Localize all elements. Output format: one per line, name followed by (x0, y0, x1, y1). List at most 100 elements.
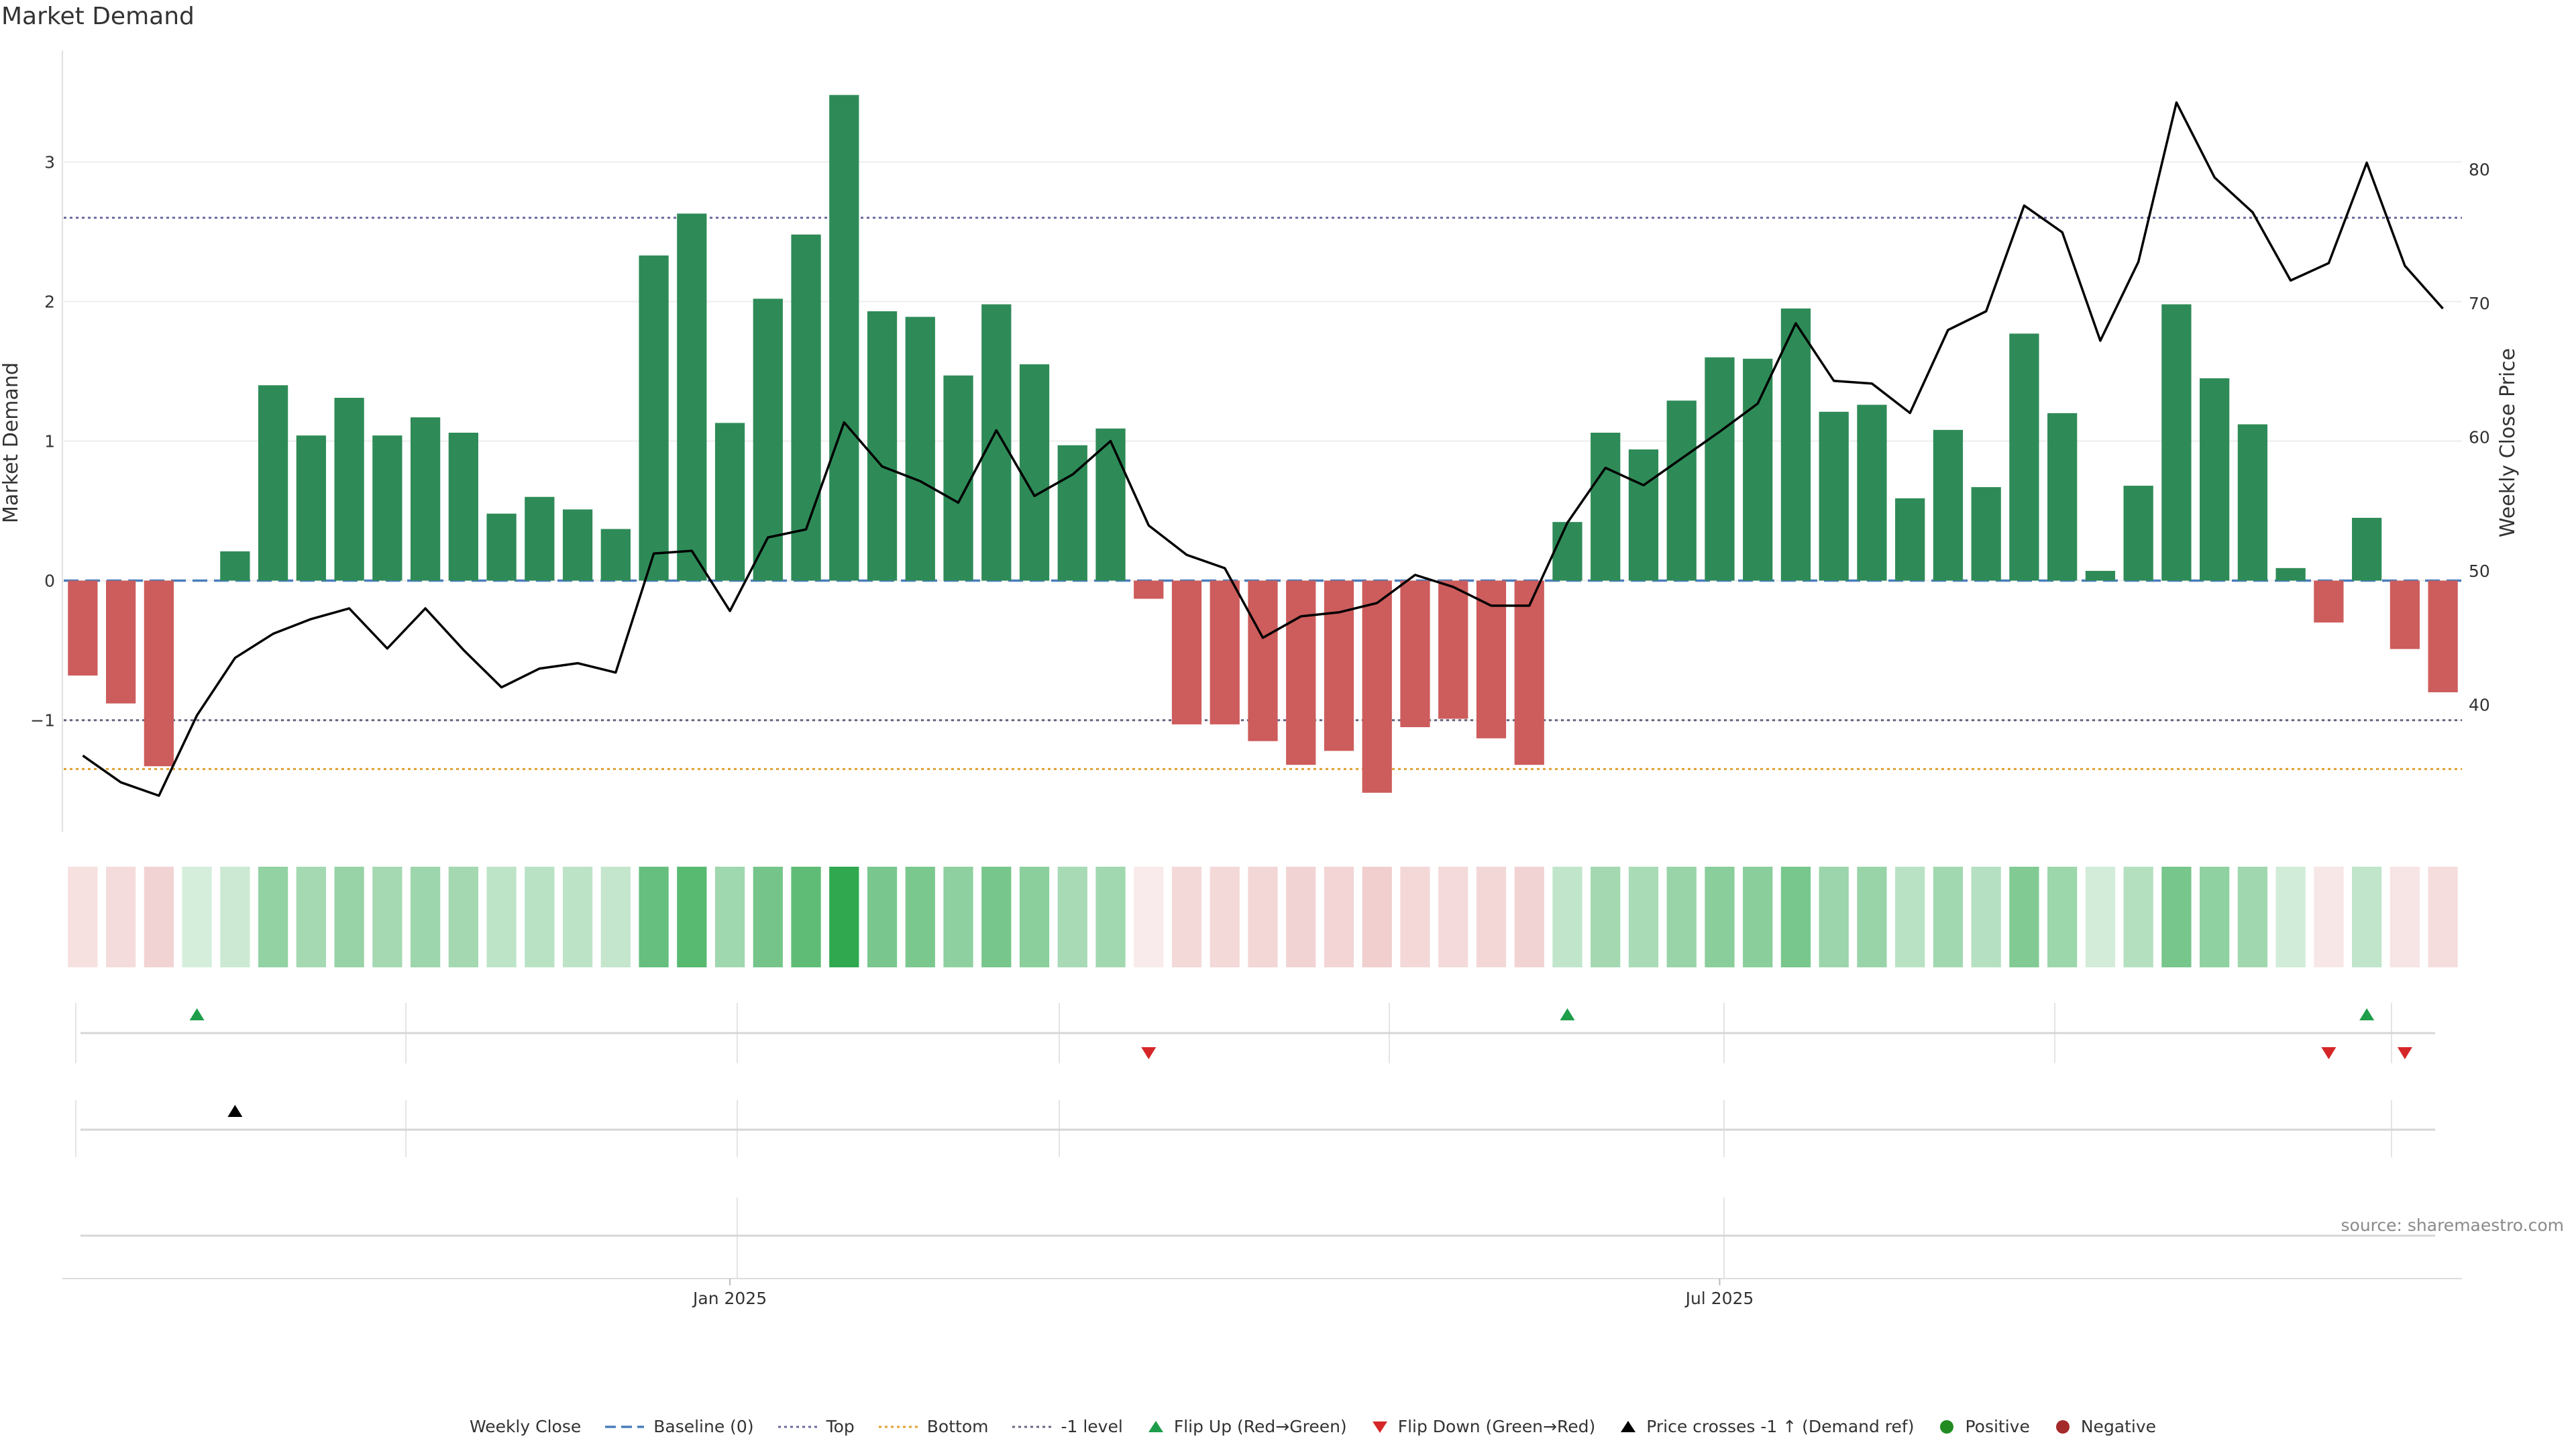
heat-cell (677, 867, 707, 967)
demand-bar (905, 317, 935, 581)
flip-down-marker (1141, 1047, 1157, 1059)
heat-cell (829, 867, 859, 967)
heat-cell (334, 867, 364, 967)
legend-item-baseline: Baseline (0) (604, 1417, 754, 1436)
heat-cell (1933, 867, 1964, 967)
chart-title: Market Demand (1, 3, 195, 30)
legend-label: Baseline (0) (653, 1417, 754, 1436)
heat-cell (220, 867, 250, 967)
demand-bar (1476, 580, 1507, 739)
demand-bar (714, 423, 745, 581)
demand-bar (448, 433, 478, 581)
legend-label: Top (826, 1417, 855, 1436)
demand-bar (677, 213, 707, 581)
heat-cell (1780, 867, 1811, 967)
y2-axis-label: Weekly Close Price (2496, 348, 2520, 537)
heat-cell (1286, 867, 1316, 967)
y-tick-label: 2 (44, 292, 55, 311)
legend-item-close: Weekly Close (420, 1417, 581, 1436)
flip-up-marker (189, 1008, 205, 1020)
demand-bar (68, 580, 98, 676)
demand-bar (1324, 580, 1354, 751)
heat-cell (1057, 867, 1087, 967)
heat-cell (2275, 867, 2306, 967)
x-tick-label: Jan 2025 (692, 1289, 767, 1308)
legend-item-bottom: Bottom (877, 1417, 988, 1436)
demand-bar (1134, 580, 1164, 599)
demand-bar (1895, 498, 1925, 581)
demand-bar (791, 234, 821, 581)
y-tick-label: 1 (44, 432, 55, 451)
demand-bar (1591, 433, 1621, 581)
heat-cell (448, 867, 478, 967)
heat-cell (1857, 867, 1887, 967)
demand-bar (486, 513, 517, 581)
demand-bar (1857, 405, 1887, 581)
demand-bar (1666, 400, 1697, 581)
heat-cell (1971, 867, 2001, 967)
demand-bar (2161, 304, 2192, 581)
demand-bar (144, 580, 174, 767)
y-tick-label: 3 (44, 152, 55, 172)
demand-bar (1400, 580, 1430, 727)
demand-bar (2352, 517, 2382, 581)
demand-bar (981, 304, 1012, 581)
demand-bar (1210, 580, 1240, 724)
heat-cell (1514, 867, 1544, 967)
legend-swatch-icon (604, 1418, 645, 1436)
demand-bar (1057, 445, 1087, 581)
heat-cell (905, 867, 935, 967)
heat-cell (2314, 867, 2344, 967)
heat-cell (1019, 867, 1050, 967)
legend-swatch-icon (2053, 1418, 2073, 1436)
demand-bar (639, 255, 669, 581)
flip-down-marker (2397, 1047, 2412, 1059)
demand-bar (525, 496, 555, 581)
demand-bar (372, 435, 402, 581)
heat-cell (981, 867, 1012, 967)
heat-cell (2200, 867, 2230, 967)
heat-cell (2161, 867, 2192, 967)
heat-cell (2428, 867, 2458, 967)
heat-cell (1819, 867, 1849, 967)
y-tick-label: 0 (44, 572, 55, 591)
demand-bar (1705, 357, 1735, 581)
heat-cell (2390, 867, 2420, 967)
heat-cell (1743, 867, 1773, 967)
heat-cell (600, 867, 631, 967)
heat-cell (372, 867, 402, 967)
legend-item-top: Top (777, 1417, 855, 1436)
demand-bar (2390, 580, 2420, 649)
legend-label: Price crosses -1 ↑ (Demand ref) (1646, 1417, 1915, 1436)
demand-bar (2314, 580, 2344, 623)
heat-cell (639, 867, 669, 967)
heat-cell (1400, 867, 1430, 967)
demand-bar (1933, 429, 1964, 581)
legend-swatch-icon (420, 1418, 462, 1436)
heat-cell (1895, 867, 1925, 967)
heat-cell (486, 867, 517, 967)
y-axis-label: Market Demand (0, 362, 23, 523)
demand-bar (1362, 580, 1392, 793)
heat-cell (525, 867, 555, 967)
heat-cell (2237, 867, 2268, 967)
demand-bar (1019, 364, 1050, 581)
heat-cell (144, 867, 174, 967)
legend-swatch-icon (1937, 1418, 1957, 1436)
heat-cell (68, 867, 98, 967)
demand-bar (2047, 413, 2078, 581)
heat-cell (1628, 867, 1659, 967)
heat-cell (105, 867, 136, 967)
y2-tick-label: 40 (2469, 695, 2490, 714)
demand-bar (1286, 580, 1316, 765)
heat-cell (1210, 867, 1240, 967)
demand-bar (1780, 308, 1811, 581)
demand-bar (2085, 570, 2116, 581)
y2-tick-label: 60 (2469, 428, 2490, 447)
heat-cell (1476, 867, 1507, 967)
demand-bar (1248, 580, 1278, 741)
demand-bar (1552, 522, 1582, 581)
y2-tick-label: 50 (2469, 561, 2490, 581)
heat-cell (867, 867, 898, 967)
demand-bar (2123, 486, 2153, 581)
